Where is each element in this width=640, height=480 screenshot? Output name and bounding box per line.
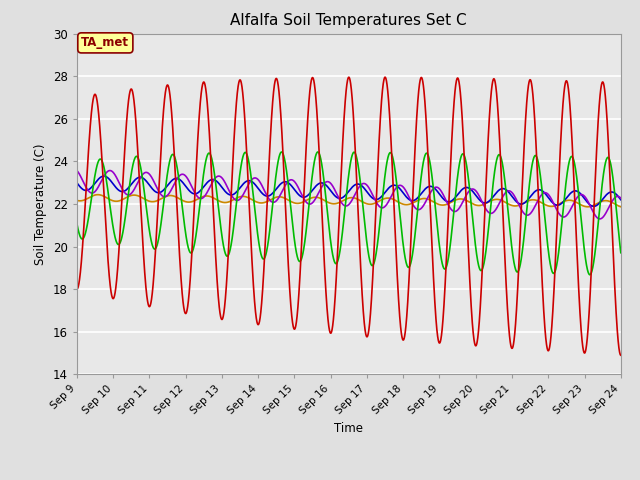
-2cm	[617, 352, 625, 358]
-16cm	[73, 180, 81, 186]
-4cm	[588, 204, 595, 209]
-32cm	[73, 168, 81, 173]
-4cm	[617, 204, 625, 210]
-16cm	[486, 198, 493, 204]
-2cm	[470, 340, 478, 346]
-2cm	[486, 107, 493, 113]
-16cm	[330, 192, 338, 198]
-4cm	[470, 202, 478, 207]
Line: -16cm: -16cm	[77, 176, 621, 206]
-16cm	[594, 202, 602, 207]
Line: -2cm: -2cm	[77, 77, 621, 355]
-4cm	[594, 200, 602, 206]
-2cm	[258, 300, 266, 306]
-2cm	[73, 286, 81, 292]
-16cm	[617, 197, 625, 203]
-8cm	[617, 250, 625, 256]
-8cm	[594, 222, 602, 228]
-16cm	[258, 190, 266, 196]
-4cm	[94, 192, 102, 198]
-8cm	[586, 272, 594, 277]
Line: -4cm: -4cm	[77, 195, 621, 207]
-32cm	[330, 186, 338, 192]
-8cm	[588, 270, 595, 276]
-32cm	[486, 210, 493, 216]
-16cm	[100, 173, 108, 179]
-8cm	[486, 212, 493, 218]
Line: -8cm: -8cm	[77, 152, 621, 275]
-2cm	[588, 268, 595, 274]
-4cm	[486, 199, 493, 204]
-4cm	[73, 197, 81, 203]
-32cm	[617, 195, 625, 201]
-2cm	[330, 307, 338, 312]
-8cm	[73, 220, 81, 226]
-4cm	[330, 201, 338, 207]
Title: Alfalfa Soil Temperatures Set C: Alfalfa Soil Temperatures Set C	[230, 13, 467, 28]
Line: -32cm: -32cm	[77, 170, 621, 219]
-32cm	[596, 216, 604, 222]
-2cm	[381, 74, 389, 80]
-8cm	[470, 234, 478, 240]
-8cm	[258, 253, 266, 259]
-4cm	[584, 204, 591, 210]
-4cm	[258, 200, 266, 206]
-32cm	[258, 182, 266, 188]
-16cm	[588, 203, 595, 208]
-2cm	[594, 121, 602, 127]
Text: TA_met: TA_met	[81, 36, 129, 49]
-8cm	[330, 259, 338, 264]
-16cm	[470, 191, 478, 196]
Y-axis label: Soil Temperature (C): Soil Temperature (C)	[34, 143, 47, 265]
-32cm	[594, 216, 602, 221]
-32cm	[588, 205, 595, 211]
-16cm	[590, 204, 598, 209]
-32cm	[470, 187, 478, 192]
X-axis label: Time: Time	[334, 421, 364, 434]
-8cm	[314, 149, 322, 155]
